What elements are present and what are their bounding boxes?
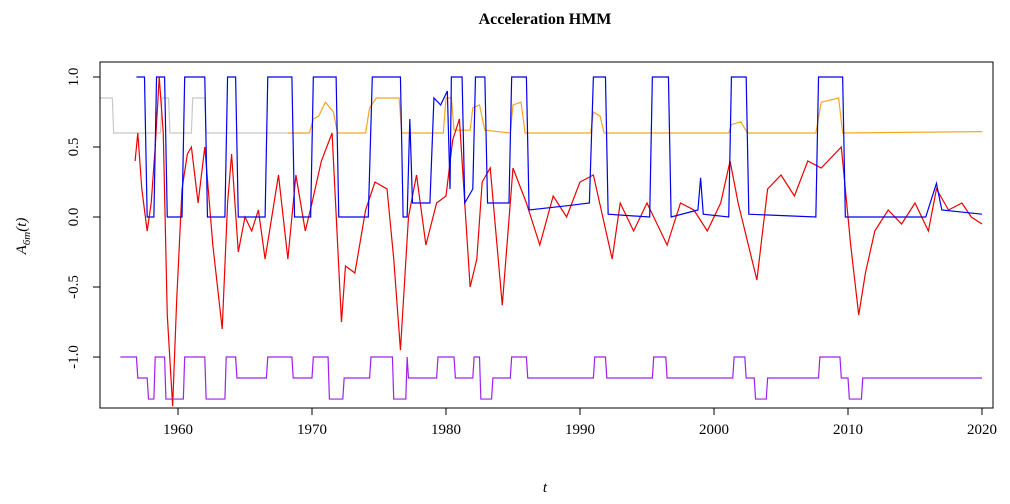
x-axis-label: t xyxy=(543,480,548,496)
y-tick-label: 0.0 xyxy=(66,208,82,227)
series-line xyxy=(136,76,983,218)
chart-title: Acceleration HMM xyxy=(479,11,612,28)
y-tick-label: -0.5 xyxy=(66,275,82,299)
y-label-tail: (t) xyxy=(14,218,30,232)
x-tick-label: 1960 xyxy=(163,422,193,438)
series-line xyxy=(134,76,983,407)
x-tick-label: 2020 xyxy=(967,422,997,438)
y-tick-label: -1.0 xyxy=(66,345,82,369)
y-tick-label: 1.0 xyxy=(66,68,82,87)
x-tick-label: 1990 xyxy=(565,422,595,438)
series-line xyxy=(120,356,983,400)
x-tick-label: 2000 xyxy=(699,422,729,438)
y-label-base: A xyxy=(14,244,30,255)
y-tick-label: 0.5 xyxy=(66,138,82,157)
plot-frame xyxy=(99,61,994,409)
series-line xyxy=(100,97,306,134)
x-tick-label: 1970 xyxy=(297,422,327,438)
x-tick-label: 2010 xyxy=(833,422,863,438)
series-line xyxy=(287,97,983,134)
y-axis-label: A6m(t) xyxy=(14,218,33,256)
y-label-sub: 6m xyxy=(21,232,33,246)
x-tick-label: 1980 xyxy=(431,422,461,438)
